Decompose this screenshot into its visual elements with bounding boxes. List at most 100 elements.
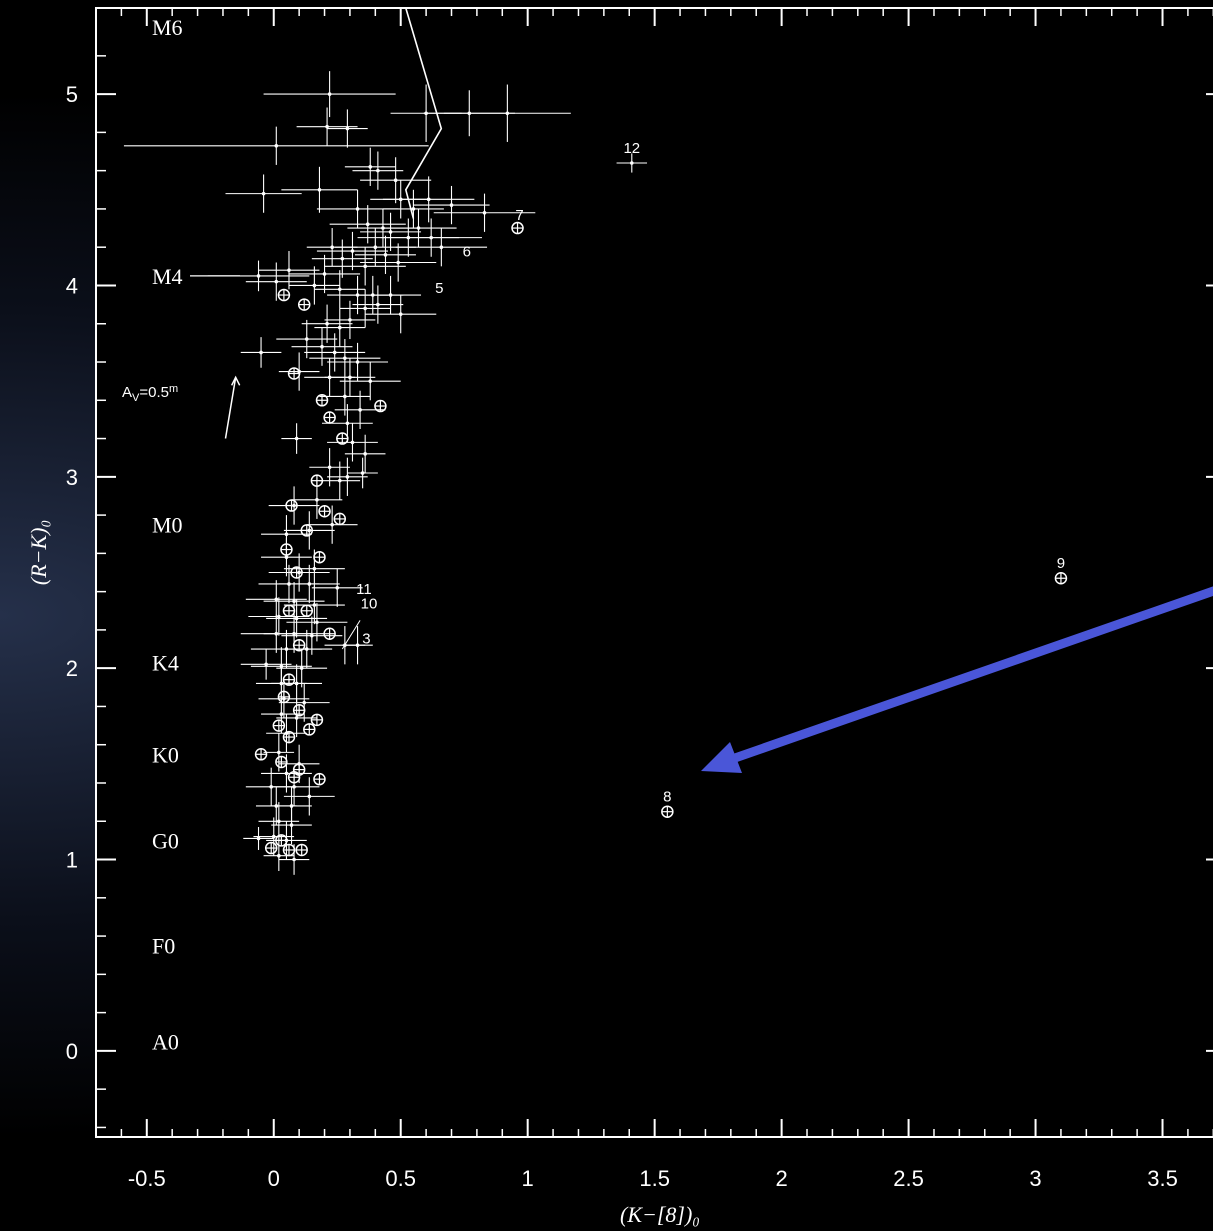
data-point [207, 260, 310, 292]
model-track [404, 7, 443, 219]
point-marker [365, 222, 370, 227]
y-tick-label: 0 [66, 1039, 78, 1064]
y-tick-label: 1 [66, 848, 78, 873]
data-point [248, 597, 310, 636]
point-marker [416, 226, 421, 230]
point-marker [315, 620, 319, 625]
y-tick-label: 2 [66, 656, 78, 681]
spectral-type-label: M6 [152, 15, 183, 40]
source-number-label: 12 [623, 140, 640, 157]
spectral-type-label: M4 [152, 264, 183, 289]
data-point [306, 228, 358, 267]
point-marker [325, 124, 329, 129]
point-marker [343, 394, 347, 399]
point-marker [358, 408, 362, 412]
data-point [276, 649, 328, 688]
data-point [413, 185, 490, 225]
point-marker [388, 293, 393, 297]
point-marker [274, 597, 279, 602]
y-axis-label: (R−K)₀ [26, 520, 51, 585]
point-marker [294, 436, 299, 441]
x-axis-label: (K−[8])₀ [620, 1202, 700, 1227]
point-marker [312, 603, 317, 607]
point-marker [317, 187, 322, 192]
data-point [314, 270, 366, 309]
data-point [309, 448, 350, 487]
data-point [443, 84, 571, 142]
data-point [271, 805, 312, 845]
point-marker [429, 235, 433, 240]
data-point [433, 193, 536, 232]
data-point [225, 174, 302, 213]
point-marker [307, 794, 312, 799]
circled-point [323, 627, 336, 640]
data-point [123, 126, 429, 165]
circled-point [280, 543, 293, 556]
point-marker [330, 522, 334, 527]
data-point [283, 585, 345, 625]
data-point [339, 289, 391, 328]
circled-point [300, 604, 314, 618]
data-point [342, 626, 373, 665]
data-point [327, 457, 368, 496]
circled-point [285, 499, 298, 512]
point-marker [376, 302, 380, 307]
data-point [288, 266, 340, 305]
point-marker [388, 230, 393, 234]
data-point [344, 434, 386, 473]
source-number-label: 6 [463, 243, 471, 260]
point-marker [277, 819, 281, 824]
point-marker [345, 421, 350, 426]
circled-point [313, 550, 326, 564]
data-point [347, 457, 378, 489]
source-number-label: 11 [356, 581, 372, 598]
circled-point [661, 805, 674, 818]
y-tick-label: 4 [66, 273, 78, 298]
data-point [360, 212, 422, 252]
data-point [314, 308, 366, 347]
spectral-type-label: G0 [152, 828, 179, 853]
point-marker [368, 165, 373, 169]
point-marker [629, 161, 634, 165]
circled-point [275, 834, 288, 847]
data-point [360, 157, 432, 204]
data-point [352, 151, 404, 190]
point-marker [398, 312, 403, 316]
data-point [324, 300, 376, 340]
minor-ticks [96, 8, 1213, 1137]
data-point [281, 616, 343, 655]
data-point [291, 327, 353, 366]
data-point [344, 147, 396, 186]
point-marker [274, 143, 279, 148]
point-marker [505, 111, 510, 116]
spectral-type-labels: M6 M4 M0 K4 K0 G0 F0 A0 [152, 15, 240, 1054]
circled-point [318, 505, 331, 518]
circled-point [310, 713, 324, 727]
point-marker [396, 260, 400, 265]
circled-point [277, 288, 291, 302]
point-marker [277, 853, 281, 858]
x-tick-label: 2.5 [893, 1166, 924, 1191]
point-marker [350, 440, 355, 445]
reddening-vector: AV=0.5m [122, 375, 241, 439]
point-marker [271, 834, 276, 839]
x-tick-label: -0.5 [128, 1166, 166, 1191]
point-marker [284, 532, 289, 537]
x-tick-label: 0 [268, 1166, 280, 1191]
data-point [360, 243, 437, 282]
source-number-label: 10 [361, 596, 378, 613]
source-number-label: 9 [1057, 555, 1065, 572]
point-marker [439, 245, 444, 249]
data-point [286, 603, 348, 642]
circled-point [292, 763, 306, 776]
point-marker [299, 666, 304, 670]
circled-point [323, 411, 336, 424]
data-point [281, 629, 333, 669]
data-point [278, 683, 330, 722]
point-marker [310, 633, 314, 638]
circled-point [297, 298, 311, 311]
source-number-label: 3 [362, 630, 370, 647]
point-marker [360, 471, 365, 475]
source-number-label: 8 [663, 789, 671, 806]
circled-point [282, 604, 296, 618]
